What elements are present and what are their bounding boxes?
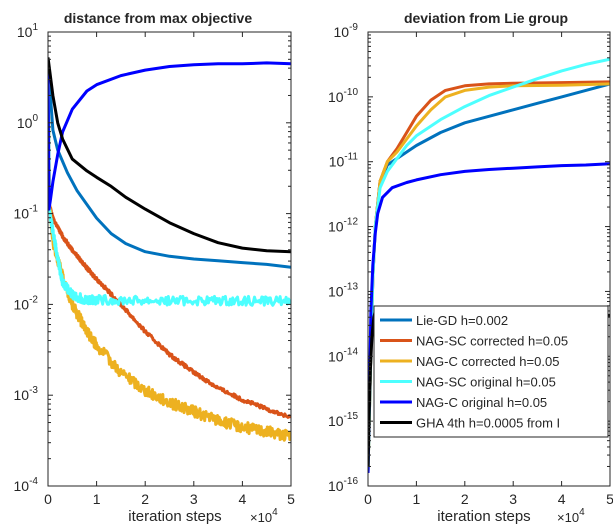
plot-area: 0 1 2 3 4 510-910-1010-1110-1210-1310-1410-15… (328, 22, 613, 507)
y-tick-label: 10-9 (334, 22, 359, 40)
legend-label: GHA 4th h=0.0005 from I (416, 416, 560, 431)
x-scale-multiplier: ×104 (250, 507, 278, 525)
y-tick-label: 10-10 (328, 87, 358, 105)
panel-deviation-from-lie-group: deviation from Lie group 0 1 2 3 4 510-910-10… (328, 10, 613, 525)
chart-title: deviation from Lie group (404, 10, 568, 26)
y-tick-exp: 1 (32, 22, 38, 33)
y-tick-exp: -15 (344, 411, 359, 422)
x-tick-label: 4 (239, 491, 247, 507)
x-axis-label: iteration steps (437, 508, 530, 525)
series-line-5 (368, 162, 610, 474)
chart-title: distance from max objective (64, 10, 253, 26)
series-line-1 (48, 59, 291, 269)
y-tick-exp: -16 (344, 476, 359, 487)
y-tick-label: 100 (17, 113, 39, 131)
legend-box (373, 305, 609, 438)
x-scale-exp: 4 (272, 507, 278, 518)
y-tick-base: 10 (328, 348, 344, 364)
y-tick-exp: -13 (344, 281, 359, 292)
x-tick-label: 4 (558, 491, 566, 507)
x-tick-label: 5 (606, 491, 613, 507)
x-axis-label: iteration steps (128, 508, 221, 525)
y-tick-exp: -10 (344, 87, 359, 98)
y-tick-label: 10-4 (14, 476, 39, 494)
panel-distance-from-max-objective: distance from max objective 0 1 2 3 4 5101100… (14, 10, 296, 525)
y-tick-base: 10 (328, 283, 344, 299)
y-tick-exp: -12 (344, 217, 359, 228)
axes-box (47, 31, 292, 487)
y-tick-base: 10 (328, 478, 344, 494)
legend-label: NAG-SC original h=0.05 (416, 375, 556, 390)
legend: Lie-GD h=0.002 NAG-SC corrected h=0.05 NAG… (373, 305, 609, 438)
x-scale-base: ×10 (557, 510, 579, 525)
x-tick-label: 1 (413, 491, 421, 507)
plot-background (48, 32, 291, 486)
x-tick-label: 2 (461, 491, 469, 507)
y-tick-base: 10 (17, 24, 33, 40)
y-tick-label: 10-12 (328, 217, 358, 235)
x-tick-label: 3 (190, 491, 198, 507)
y-tick-base: 10 (17, 115, 33, 131)
y-tick-label: 10-1 (14, 204, 39, 222)
y-tick-exp: 0 (32, 113, 38, 124)
series-group (368, 57, 610, 474)
y-tick-exp: -14 (344, 346, 359, 357)
y-tick-base: 10 (328, 89, 344, 105)
legend-label: NAG-C corrected h=0.05 (416, 354, 559, 369)
series-line-5 (48, 59, 291, 211)
y-tick-base: 10 (334, 24, 350, 40)
y-tick-exp: -1 (29, 204, 38, 215)
y-tick-label: 10-11 (329, 152, 359, 170)
series-line-2 (48, 59, 291, 419)
x-scale-exp: 4 (579, 507, 585, 518)
series-line-4 (48, 59, 291, 307)
y-tick-base: 10 (14, 387, 30, 403)
y-tick-base: 10 (14, 478, 30, 494)
x-scale-multiplier: ×104 (557, 507, 585, 525)
y-tick-label: 101 (17, 22, 39, 40)
series-group (48, 57, 291, 442)
y-tick-label: 10-16 (328, 476, 358, 494)
y-tick-base: 10 (328, 219, 344, 235)
y-tick-base: 10 (329, 154, 345, 170)
y-tick-label: 10-13 (328, 281, 358, 299)
axes-box (367, 31, 611, 487)
y-tick-base: 10 (14, 296, 30, 312)
legend-label: Lie-GD h=0.002 (416, 313, 508, 328)
y-tick-label: 10-14 (328, 346, 358, 364)
y-tick-base: 10 (328, 413, 344, 429)
y-tick-exp: -3 (29, 385, 38, 396)
y-tick-exp: -4 (29, 476, 38, 487)
y-tick-exp: -9 (349, 22, 358, 33)
x-tick-label: 3 (509, 491, 517, 507)
x-tick-label: 5 (287, 491, 295, 507)
y-tick-exp: -2 (29, 294, 38, 305)
x-scale-base: ×10 (250, 510, 272, 525)
x-tick-label: 1 (93, 491, 101, 507)
y-tick-label: 10-15 (328, 411, 358, 429)
y-tick-label: 10-2 (14, 294, 39, 312)
x-tick-label: 2 (141, 491, 149, 507)
series-line-6 (48, 57, 291, 254)
y-tick-exp: -11 (344, 152, 358, 163)
legend-label: NAG-SC corrected h=0.05 (416, 334, 568, 349)
legend-label: NAG-C original h=0.05 (416, 395, 547, 410)
y-tick-base: 10 (14, 206, 30, 222)
y-tick-label: 10-3 (14, 385, 39, 403)
x-tick-label: 0 (364, 491, 372, 507)
x-tick-label: 0 (44, 491, 52, 507)
